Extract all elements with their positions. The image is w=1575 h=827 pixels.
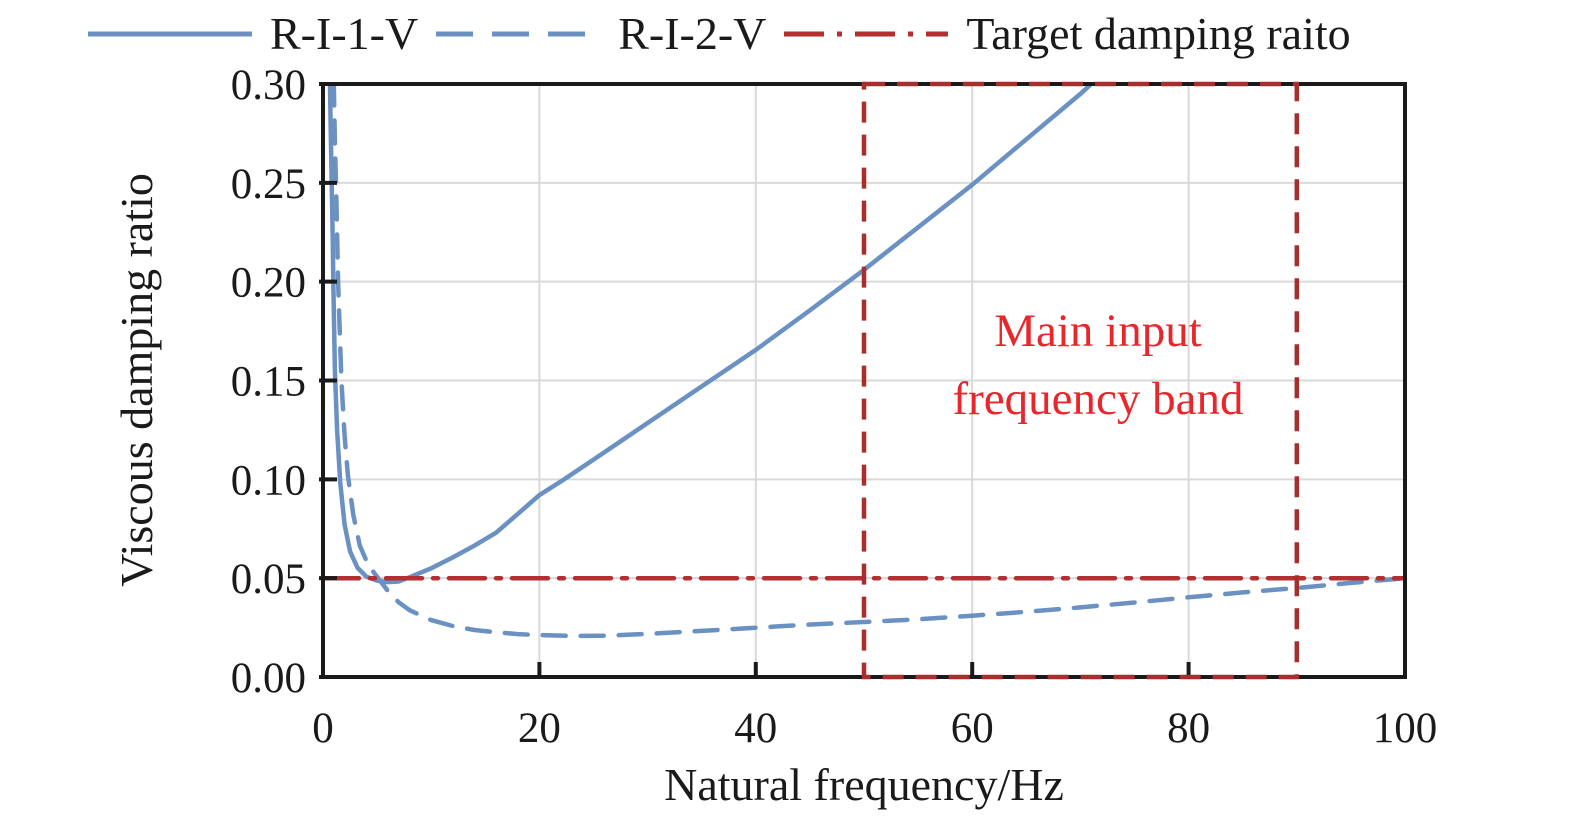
curve-r-i-1-v: [327, 84, 1095, 585]
main-input-frequency-band-rect: [861, 81, 1300, 680]
x-tick-label: 60: [951, 705, 994, 752]
x-tick-label: 20: [518, 705, 561, 752]
y-tick-label: 0.20: [231, 260, 306, 307]
x-tick-label: 100: [1373, 705, 1438, 752]
y-tick-label: 0.05: [231, 556, 306, 603]
x-tick-label: 0: [312, 705, 334, 752]
tick-labels: 0 20 40 60 80 100 0.00 0.05 0.10 0.15 0.20 0.25 0.30: [231, 62, 1438, 752]
x-tick-label: 80: [1167, 705, 1210, 752]
legend-item-r-i-1-v: R-I-1-V: [86, 11, 418, 57]
legend-label: R-I-2-V: [618, 8, 767, 59]
curve-r-i-2-v: [331, 84, 1405, 639]
y-tick-label: 0.25: [231, 161, 306, 208]
frequency-band-box: [861, 81, 1300, 680]
y-axis-title: Viscous damping ratio: [111, 173, 162, 587]
legend-item-target-damping-raito: Target damping raito: [782, 8, 1351, 59]
legend-label: Target damping raito: [966, 8, 1351, 59]
y-tick-label: 0.30: [231, 62, 306, 109]
dashed-line-sample-icon: [436, 31, 601, 37]
x-axis-title: Natural frequency/Hz: [664, 759, 1064, 810]
annotation-line-1: Main input: [994, 305, 1202, 357]
legend-label: R-I-1-V: [270, 8, 419, 59]
dashdot-line-sample-icon: [784, 31, 949, 37]
x-tick-label: 40: [734, 705, 777, 752]
y-tick-label: 0.15: [231, 359, 306, 406]
solid-line-sample-icon: [88, 31, 252, 37]
annotation-line-2: frequency band: [953, 373, 1244, 425]
y-tick-label: 0.10: [231, 457, 306, 504]
legend: R-I-1-V R-I-2-V Target damping raito: [86, 6, 1351, 62]
legend-item-r-i-2-v: R-I-2-V: [434, 11, 766, 57]
y-tick-label: 0.00: [231, 655, 306, 702]
